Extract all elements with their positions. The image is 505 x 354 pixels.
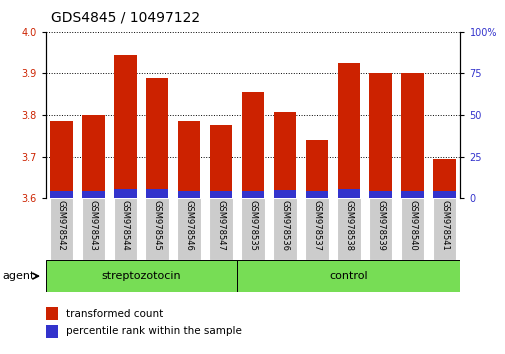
Bar <box>305 140 327 198</box>
Text: GSM978541: GSM978541 <box>439 200 448 251</box>
Text: GSM978544: GSM978544 <box>121 200 130 251</box>
Bar <box>177 198 200 260</box>
Bar <box>400 74 423 198</box>
Bar <box>146 79 168 198</box>
Bar <box>305 191 327 198</box>
Bar <box>432 159 455 198</box>
Bar <box>432 198 456 260</box>
Text: GSM978542: GSM978542 <box>57 200 66 251</box>
Bar <box>178 191 200 198</box>
Text: GSM978545: GSM978545 <box>153 200 162 251</box>
Bar <box>369 191 391 198</box>
Text: GSM978538: GSM978538 <box>343 200 352 251</box>
Text: GSM978537: GSM978537 <box>312 200 321 251</box>
Bar <box>113 198 137 260</box>
Bar <box>337 63 359 198</box>
Bar <box>114 189 136 198</box>
Bar <box>145 198 169 260</box>
Bar <box>209 198 232 260</box>
Bar <box>241 198 264 260</box>
Text: GSM978535: GSM978535 <box>248 200 257 251</box>
Text: GSM978536: GSM978536 <box>280 200 289 251</box>
Bar <box>146 189 168 198</box>
Bar <box>336 198 360 260</box>
Text: control: control <box>329 271 367 281</box>
Bar <box>210 125 232 198</box>
Text: GDS4845 / 10497122: GDS4845 / 10497122 <box>50 11 199 25</box>
Bar <box>337 189 359 198</box>
Text: percentile rank within the sample: percentile rank within the sample <box>66 326 242 336</box>
Text: GSM978546: GSM978546 <box>184 200 193 251</box>
Bar <box>305 198 328 260</box>
Bar <box>82 191 105 198</box>
Bar <box>368 198 392 260</box>
Text: transformed count: transformed count <box>66 309 163 319</box>
Bar <box>241 191 264 198</box>
Bar <box>273 112 295 198</box>
Bar <box>114 55 136 198</box>
Bar <box>50 121 73 198</box>
Bar <box>50 191 73 198</box>
Bar <box>45 325 58 338</box>
Text: GSM978539: GSM978539 <box>375 200 384 251</box>
Bar <box>369 74 391 198</box>
Text: agent: agent <box>3 271 35 281</box>
Bar <box>273 198 296 260</box>
Bar <box>82 115 105 198</box>
Bar <box>210 191 232 198</box>
Bar <box>400 191 423 198</box>
Bar <box>236 260 460 292</box>
Text: GSM978543: GSM978543 <box>89 200 98 251</box>
Text: GSM978547: GSM978547 <box>216 200 225 251</box>
Bar <box>241 92 264 198</box>
Text: GSM978540: GSM978540 <box>407 200 416 251</box>
Bar <box>49 198 73 260</box>
Bar <box>178 121 200 198</box>
Bar <box>273 190 295 198</box>
Bar <box>45 307 58 320</box>
Bar <box>400 198 424 260</box>
Text: streptozotocin: streptozotocin <box>102 271 181 281</box>
Bar <box>81 198 105 260</box>
Bar <box>432 191 455 198</box>
Bar <box>45 260 236 292</box>
